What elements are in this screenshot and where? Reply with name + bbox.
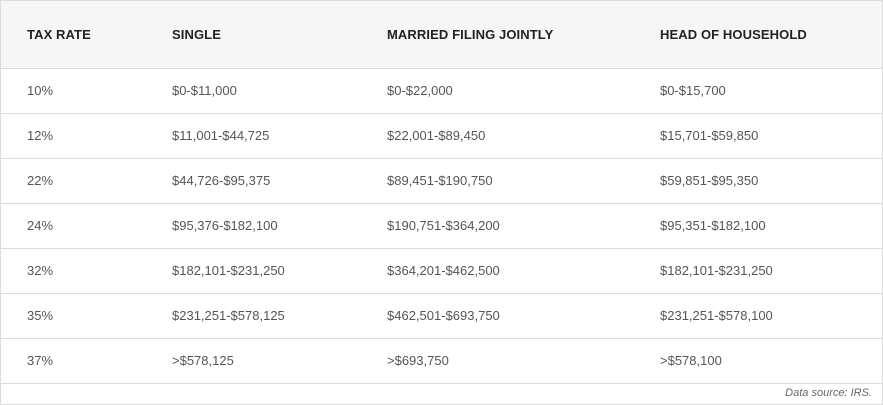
cell-tax-rate: 37% (1, 338, 146, 384)
cell-single: $11,001-$44,725 (146, 113, 361, 159)
cell-married-filing-jointly: >$693,750 (361, 338, 634, 384)
cell-single: $0-$11,000 (146, 68, 361, 114)
cell-tax-rate: 35% (1, 293, 146, 339)
table-row: 24% $95,376-$182,100 $190,751-$364,200 $… (1, 203, 882, 249)
cell-married-filing-jointly: $462,501-$693,750 (361, 293, 634, 339)
cell-married-filing-jointly: $89,451-$190,750 (361, 158, 634, 204)
table-header: TAX RATE SINGLE MARRIED FILING JOINTLY H… (1, 1, 882, 69)
cell-head-of-household: $231,251-$578,100 (634, 293, 882, 339)
cell-tax-rate: 10% (1, 68, 146, 114)
cell-single: $44,726-$95,375 (146, 158, 361, 204)
cell-married-filing-jointly: $22,001-$89,450 (361, 113, 634, 159)
cell-single: $95,376-$182,100 (146, 203, 361, 249)
header-row: TAX RATE SINGLE MARRIED FILING JOINTLY H… (1, 1, 882, 69)
cell-head-of-household: $95,351-$182,100 (634, 203, 882, 249)
header-head-of-household: HEAD OF HOUSEHOLD (634, 1, 882, 69)
cell-head-of-household: $0-$15,700 (634, 68, 882, 114)
table-row: 22% $44,726-$95,375 $89,451-$190,750 $59… (1, 158, 882, 204)
cell-head-of-household: >$578,100 (634, 338, 882, 384)
cell-tax-rate: 24% (1, 203, 146, 249)
cell-head-of-household: $182,101-$231,250 (634, 248, 882, 294)
cell-tax-rate: 32% (1, 248, 146, 294)
table-row: 37% >$578,125 >$693,750 >$578,100 (1, 338, 882, 384)
cell-head-of-household: $15,701-$59,850 (634, 113, 882, 159)
cell-married-filing-jointly: $364,201-$462,500 (361, 248, 634, 294)
cell-tax-rate: 22% (1, 158, 146, 204)
table-row: 35% $231,251-$578,125 $462,501-$693,750 … (1, 293, 882, 339)
cell-head-of-household: $59,851-$95,350 (634, 158, 882, 204)
table-body: 10% $0-$11,000 $0-$22,000 $0-$15,700 12%… (1, 68, 882, 384)
header-single: SINGLE (146, 1, 361, 69)
cell-married-filing-jointly: $0-$22,000 (361, 68, 634, 114)
cell-single: >$578,125 (146, 338, 361, 384)
table-row: 12% $11,001-$44,725 $22,001-$89,450 $15,… (1, 113, 882, 159)
cell-single: $231,251-$578,125 (146, 293, 361, 339)
tax-bracket-table: TAX RATE SINGLE MARRIED FILING JOINTLY H… (1, 1, 882, 384)
table-row: 32% $182,101-$231,250 $364,201-$462,500 … (1, 248, 882, 294)
header-married-filing-jointly: MARRIED FILING JOINTLY (361, 1, 634, 69)
table-row: 10% $0-$11,000 $0-$22,000 $0-$15,700 (1, 68, 882, 114)
cell-married-filing-jointly: $190,751-$364,200 (361, 203, 634, 249)
header-tax-rate: TAX RATE (1, 1, 146, 69)
cell-single: $182,101-$231,250 (146, 248, 361, 294)
cell-tax-rate: 12% (1, 113, 146, 159)
data-source-note: Data source: IRS. (785, 387, 872, 399)
